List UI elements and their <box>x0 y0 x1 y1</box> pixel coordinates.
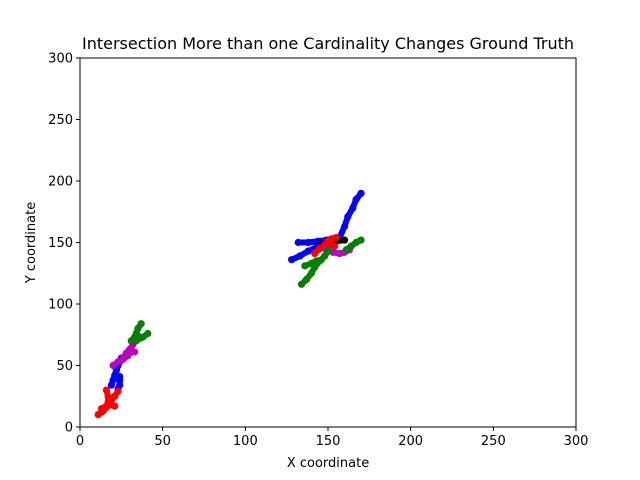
data-point <box>340 222 349 231</box>
data-point <box>297 280 306 288</box>
x-tick-label: 150 <box>316 434 341 449</box>
data-point <box>139 333 147 341</box>
y-tick-label: 100 <box>48 298 73 313</box>
trajectory-layer <box>94 189 365 419</box>
trajectory-series <box>316 241 339 253</box>
data-point <box>130 348 139 356</box>
x-axis-label: X coordinate <box>287 456 369 471</box>
data-point <box>344 213 352 221</box>
data-point <box>307 269 316 277</box>
data-point <box>352 195 360 204</box>
data-point <box>111 402 119 410</box>
data-point <box>324 247 332 255</box>
data-point <box>294 238 302 247</box>
x-tick-label: 0 <box>76 434 84 449</box>
y-tick-label: 150 <box>48 236 73 251</box>
tick-layer: 0 50 100 150 200 250 300 0 50 100 150 200 250 300 <box>48 52 588 450</box>
data-point <box>137 320 145 328</box>
y-tick-label: 300 <box>48 52 73 67</box>
trajectory-series <box>97 401 119 413</box>
data-point <box>104 392 112 400</box>
data-point <box>317 256 325 264</box>
data-point <box>116 372 124 381</box>
data-point <box>144 329 152 338</box>
y-tick-label: 200 <box>48 175 73 190</box>
x-tick-label: 50 <box>154 434 171 449</box>
data-point <box>296 252 304 260</box>
plot-frame <box>79 57 577 428</box>
x-tick-label: 200 <box>398 434 423 449</box>
data-point <box>301 262 309 270</box>
data-point <box>357 236 365 244</box>
data-point <box>342 246 350 254</box>
data-point <box>119 355 127 363</box>
y-tick-label: 0 <box>65 421 73 436</box>
data-point <box>311 249 319 258</box>
y-tick-label: 250 <box>48 113 73 128</box>
data-point <box>357 189 365 197</box>
trajectory-series <box>301 256 325 270</box>
data-point <box>302 275 311 283</box>
data-point <box>347 242 355 250</box>
trajectory-series <box>119 348 139 363</box>
data-point <box>349 204 357 212</box>
data-point <box>288 256 296 264</box>
data-point <box>331 242 339 250</box>
x-tick-label: 300 <box>564 434 589 449</box>
data-point <box>114 387 122 395</box>
data-point <box>109 361 117 370</box>
data-point <box>304 247 312 255</box>
data-point <box>304 238 312 247</box>
trajectory-series <box>114 372 124 393</box>
chart-title: Intersection More than one Cardinality C… <box>82 34 574 53</box>
x-tick-label: 100 <box>233 434 258 449</box>
data-point <box>340 236 349 244</box>
x-tick-label: 250 <box>481 434 506 449</box>
data-point <box>102 386 111 394</box>
trajectory-series <box>342 236 365 254</box>
y-axis-label: Y coordinate <box>24 202 39 284</box>
trajectory-series <box>132 329 152 345</box>
data-point <box>332 233 340 242</box>
y-tick-label: 50 <box>56 359 73 374</box>
data-point <box>116 381 124 389</box>
